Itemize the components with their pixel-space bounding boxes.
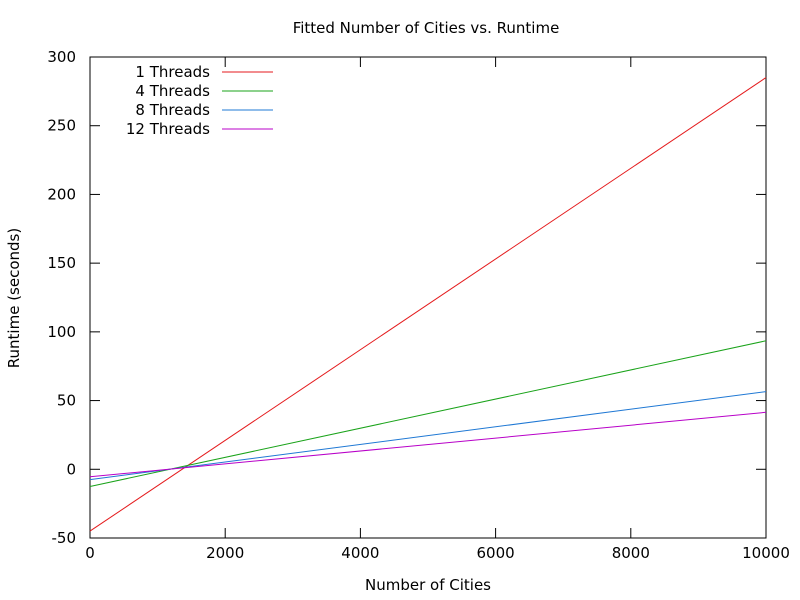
x-tick-label: 6000 — [477, 544, 515, 562]
x-tick-label: 8000 — [612, 544, 650, 562]
x-axis-label: Number of Cities — [365, 576, 491, 594]
chart-title: Fitted Number of Cities vs. Runtime — [293, 19, 560, 37]
y-tick-label: 300 — [47, 48, 76, 66]
legend-label: 1 Threads — [135, 63, 210, 81]
legend-label: 8 Threads — [135, 101, 210, 119]
series-line — [89, 391, 767, 481]
y-tick-label: 0 — [66, 460, 76, 478]
series-line — [89, 340, 767, 487]
y-tick-label: 200 — [47, 185, 76, 203]
x-tick-label: 2000 — [206, 544, 244, 562]
y-axis-label: Runtime (seconds) — [5, 228, 23, 368]
axis-ticks: 0 2000 4000 6000 8000 10000 -50 0 50 100 150 200 250… — [47, 48, 790, 562]
y-tick-label: 150 — [47, 254, 76, 272]
x-tick-label: 0 — [85, 544, 95, 562]
x-tick-label: 10000 — [742, 544, 790, 562]
y-tick-label: 100 — [47, 323, 76, 341]
legend-label: 4 Threads — [135, 82, 210, 100]
series-line — [89, 411, 767, 478]
series-line — [89, 77, 767, 532]
legend-label: 12 Threads — [126, 120, 210, 138]
x-tick-label: 4000 — [341, 544, 379, 562]
y-tick-label: 50 — [57, 392, 76, 410]
series-layer — [89, 77, 767, 532]
y-tick-label: 250 — [47, 117, 76, 135]
y-tick-label: -50 — [52, 529, 77, 547]
plot-frame — [89, 56, 767, 539]
